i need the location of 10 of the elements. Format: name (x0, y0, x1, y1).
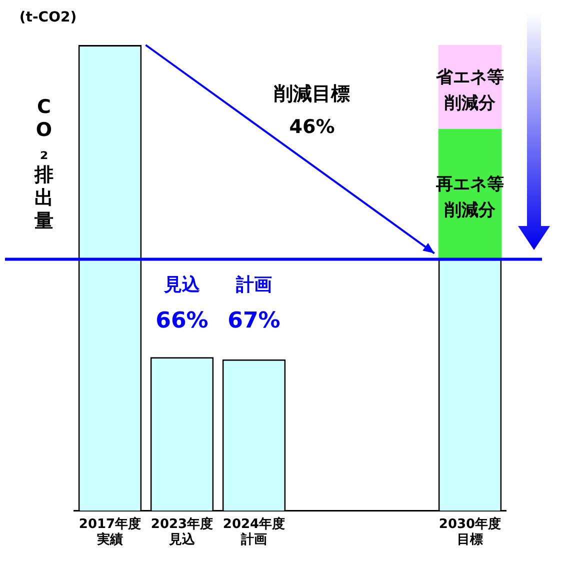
annotation: 計画 67% (228, 274, 280, 334)
y-axis-title: CO₂排出量 (33, 96, 54, 233)
text: (t-CO2) (19, 10, 77, 26)
series-label: 省エネ等削減分 (435, 67, 504, 114)
x-tick-label: 2023年度見込 (150, 516, 214, 548)
x-tick-label: 2017年度実績 (78, 516, 142, 548)
x-tick-label: 2024年度計画 (222, 516, 286, 548)
annotation: 見込 66% (156, 274, 208, 334)
annotation: 削減目標 46% (273, 82, 350, 138)
x-tick-label: 2030年度目標 (438, 516, 502, 548)
